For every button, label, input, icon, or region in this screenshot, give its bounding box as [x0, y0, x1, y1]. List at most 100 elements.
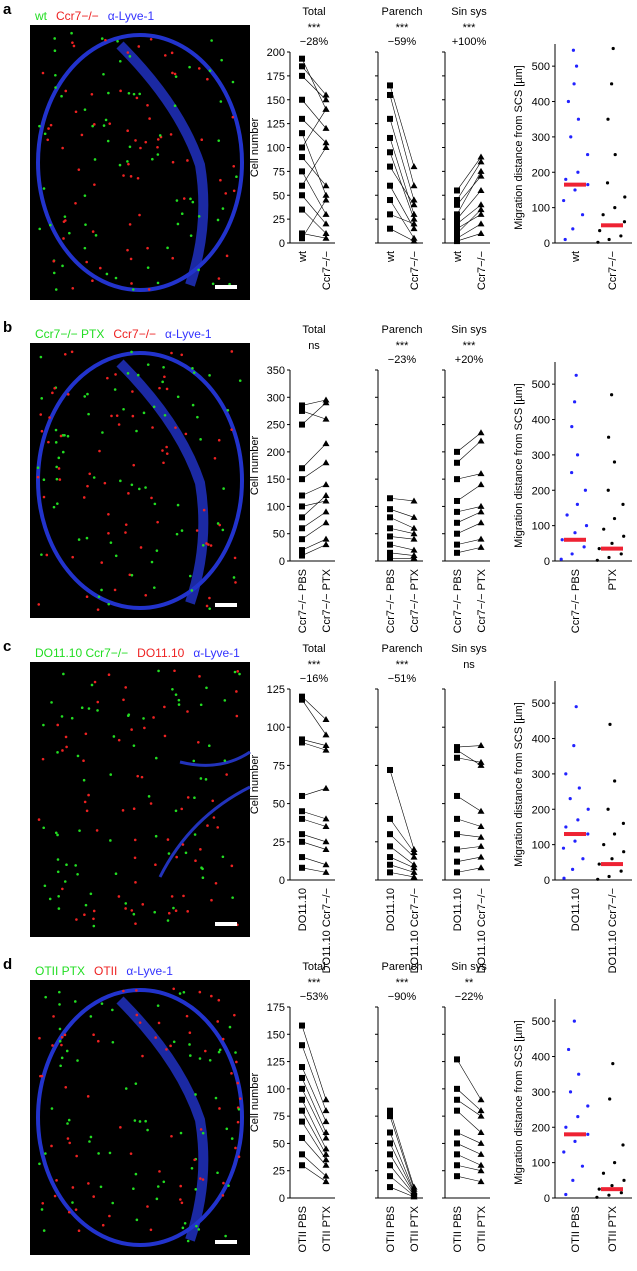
point [601, 213, 605, 217]
point-square [387, 495, 393, 502]
point-triangle [410, 215, 418, 222]
cell-dot [130, 350, 133, 354]
cell-dot [163, 54, 167, 57]
cell-dot [61, 450, 65, 454]
cell-dot [52, 505, 56, 509]
cell-dot [154, 863, 157, 867]
cell-dot [193, 1158, 196, 1162]
cell-dot [180, 212, 184, 216]
cell-dot [223, 759, 227, 762]
cell-dot [134, 922, 137, 925]
cell-dot [179, 1184, 183, 1188]
cell-dot [88, 1140, 91, 1143]
point-triangle [477, 1107, 485, 1114]
cell-dot [46, 138, 50, 142]
pair-line [301, 75, 327, 100]
point-triangle [322, 492, 330, 499]
cell-dot [171, 160, 175, 164]
cell-dot [156, 281, 160, 285]
pair-line [389, 552, 415, 556]
cell-dot [147, 795, 151, 798]
cell-dot [71, 41, 74, 44]
point-square [454, 497, 460, 504]
point [573, 839, 577, 843]
stat-label: ns [463, 659, 475, 671]
cell-dot [155, 549, 159, 552]
point [610, 1184, 614, 1188]
point-square [387, 514, 393, 521]
cell-dot [94, 234, 98, 237]
image-label: Ccr7−/− [113, 327, 156, 341]
cell-dot [156, 1004, 160, 1007]
point-triangle [477, 186, 485, 193]
cell-dot [122, 407, 125, 411]
cell-dot [59, 434, 63, 438]
image-label: Ccr7−/− [56, 9, 99, 23]
cell-dot [169, 133, 173, 136]
point-square [299, 72, 305, 79]
cell-dot [136, 176, 140, 180]
cell-dot [124, 1087, 128, 1090]
cell-dot [232, 164, 236, 168]
stat-label: *** [463, 22, 477, 34]
point [573, 188, 577, 192]
point-triangle [322, 210, 330, 217]
cell-dot [170, 895, 174, 898]
point-square [454, 519, 460, 526]
cell-dot [189, 234, 193, 237]
point-square [454, 225, 460, 232]
point-triangle [477, 823, 485, 830]
point-square [387, 506, 393, 513]
point-triangle [410, 225, 418, 232]
cell-dot [135, 1218, 139, 1222]
y-tick-label: 350 [267, 365, 285, 377]
cell-dot [92, 924, 96, 928]
cell-dot [165, 1048, 168, 1051]
point-triangle [477, 758, 485, 765]
cell-dot [102, 124, 106, 127]
cell-dot [42, 1229, 46, 1232]
cell-dot [214, 881, 218, 885]
pair-line [301, 66, 327, 96]
point-square [387, 525, 393, 532]
point-square [454, 1162, 460, 1169]
cell-dot [225, 1127, 229, 1131]
scale-bar [215, 285, 237, 289]
pair-line [456, 522, 482, 534]
cell-dot [236, 1081, 240, 1085]
cell-dot [117, 423, 121, 426]
point-triangle [322, 823, 330, 830]
point-triangle [477, 1129, 485, 1136]
pair-line [456, 484, 482, 502]
y-tick-label: 300 [532, 1087, 550, 1099]
image-label: α-Lyve-1 [165, 327, 212, 341]
cell-dot [109, 773, 113, 776]
cell-dot [165, 445, 168, 449]
point [571, 867, 575, 871]
point [622, 850, 626, 854]
cell-dot [218, 1048, 222, 1052]
point-square [387, 831, 393, 838]
y-tick-label: 25 [273, 1166, 285, 1178]
point-triangle [410, 864, 418, 871]
point-square [299, 525, 305, 532]
cell-dot [63, 353, 67, 356]
point [619, 1191, 623, 1195]
point [622, 1178, 626, 1182]
cell-dot [126, 714, 130, 718]
cell-dot [47, 440, 50, 444]
cell-dot [40, 397, 44, 400]
cell-dot [216, 218, 220, 222]
cell-dot [67, 1118, 71, 1122]
point-square [387, 82, 393, 89]
cell-dot [177, 703, 181, 706]
cell-dot [50, 1144, 53, 1148]
point [610, 541, 614, 545]
cell-dot [173, 669, 176, 673]
pair-line [389, 527, 415, 535]
cell-dot [63, 880, 67, 883]
point [607, 1193, 611, 1197]
cell-dot [156, 153, 160, 156]
cell-dot [170, 1134, 173, 1138]
median-bar [601, 1187, 623, 1192]
